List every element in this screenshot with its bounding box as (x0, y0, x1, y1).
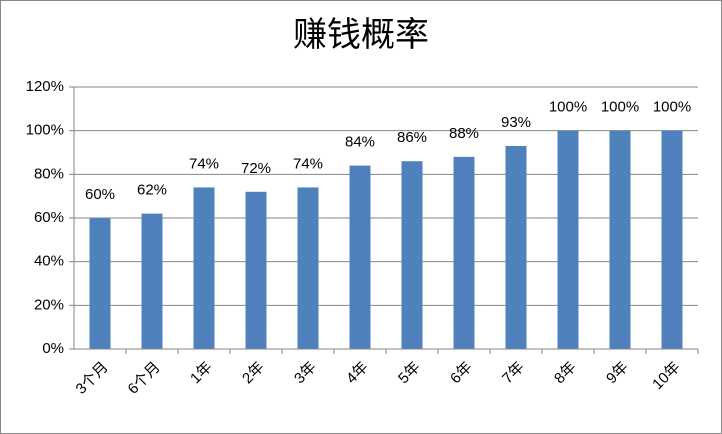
data-label: 84% (345, 134, 375, 151)
data-label: 86% (397, 129, 427, 146)
data-label: 74% (293, 155, 323, 172)
data-label: 100% (601, 99, 639, 116)
data-label: 93% (501, 114, 531, 131)
y-tick-label: 0% (42, 340, 64, 357)
y-tick-label: 120% (26, 78, 64, 95)
bar (401, 161, 423, 349)
y-tick-label: 100% (26, 122, 64, 139)
data-label: 74% (189, 155, 219, 172)
data-label: 60% (85, 186, 115, 203)
data-label: 100% (653, 99, 691, 116)
bar (453, 156, 475, 349)
data-label: 72% (241, 160, 271, 177)
y-tick-label: 20% (34, 296, 64, 313)
bar (557, 130, 579, 349)
bar (141, 213, 163, 349)
data-label: 100% (549, 99, 587, 116)
y-tick-label: 40% (34, 253, 64, 270)
y-tick-label: 60% (34, 209, 64, 226)
bar (609, 130, 631, 349)
chart-title: 赚钱概率 (293, 16, 429, 54)
bar (661, 130, 683, 349)
bar (245, 191, 267, 349)
data-label: 88% (449, 125, 479, 142)
y-tick-label: 80% (34, 165, 64, 182)
bar (349, 165, 371, 349)
bar (505, 145, 527, 349)
bar (193, 187, 215, 349)
bar (297, 187, 319, 349)
data-label: 62% (137, 182, 167, 199)
bar (89, 218, 111, 349)
